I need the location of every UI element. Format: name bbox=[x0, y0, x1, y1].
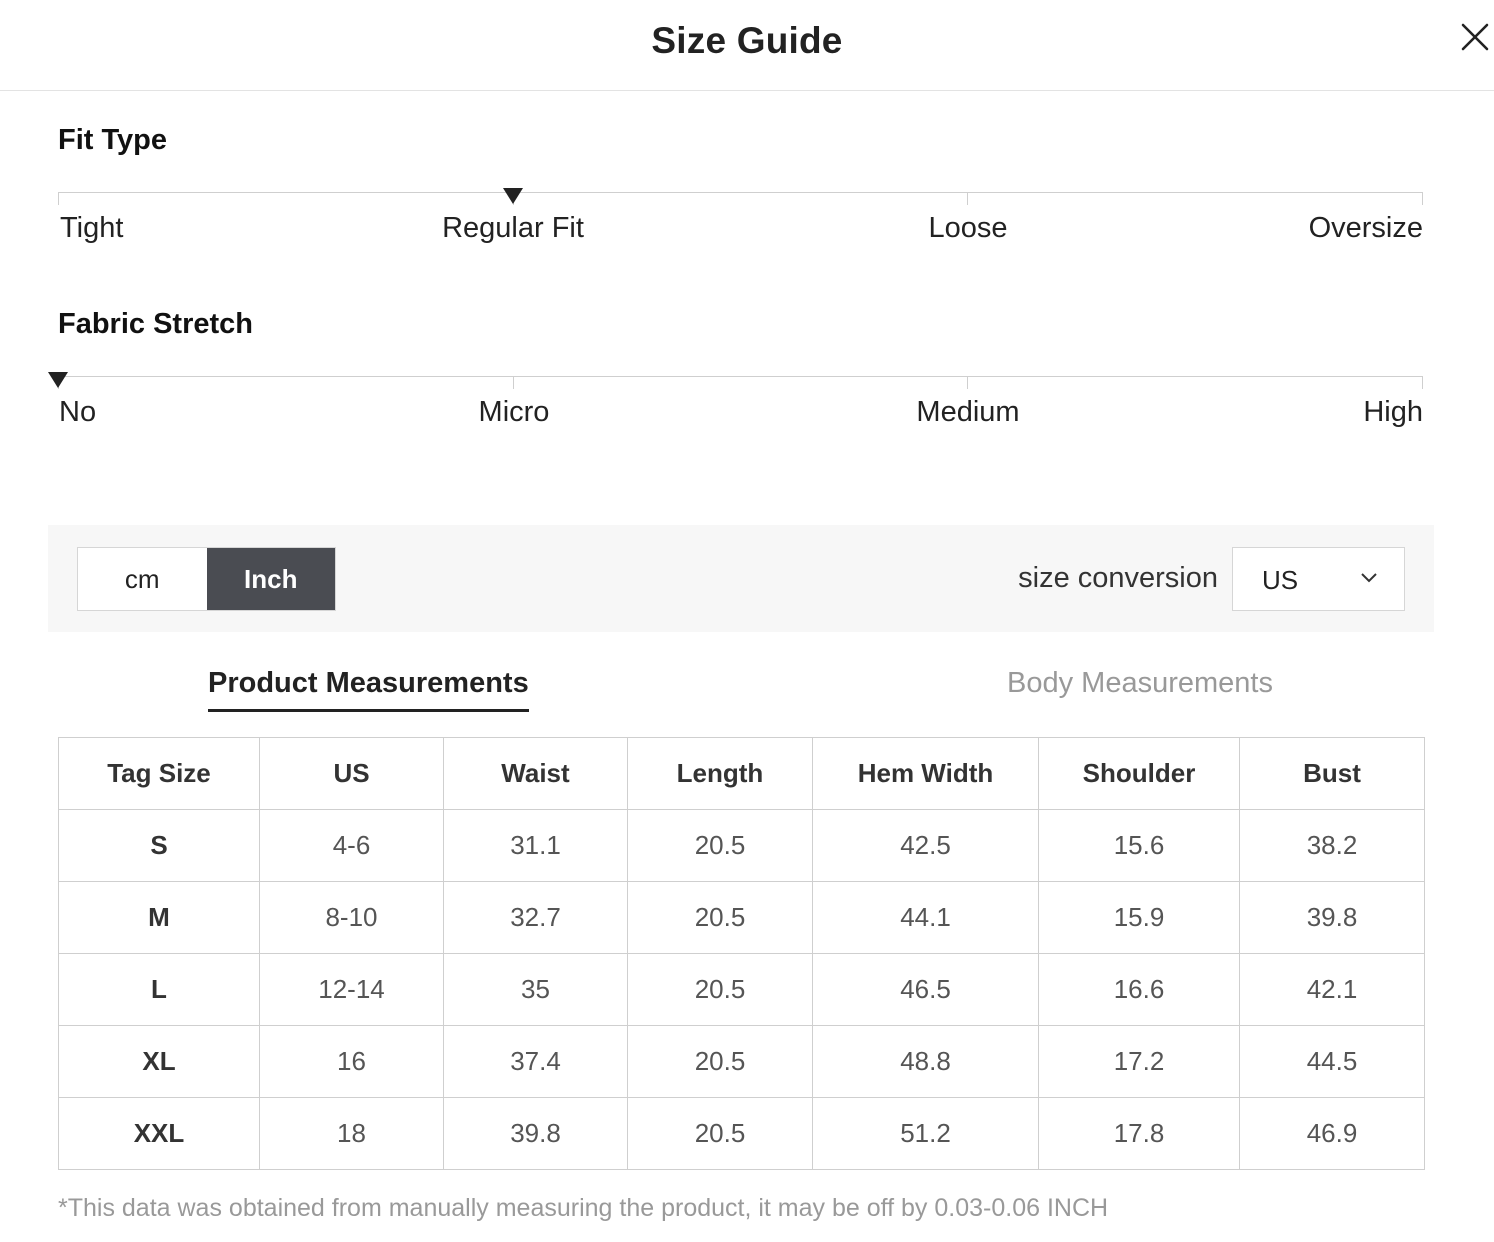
table-cell: 12-14 bbox=[259, 953, 444, 1026]
table-cell: 8-10 bbox=[259, 881, 444, 954]
header-tag-size: Tag Size bbox=[58, 737, 260, 810]
size-conversion-label: size conversion bbox=[1018, 562, 1218, 594]
table-cell: 31.1 bbox=[443, 809, 628, 882]
table-cell: 37.4 bbox=[443, 1025, 628, 1098]
fabric-stretch-marker-triangle-down-icon bbox=[48, 372, 68, 388]
fit-type-label-regular-fit: Regular Fit bbox=[442, 212, 584, 244]
table-cell: 20.5 bbox=[627, 1025, 813, 1098]
close-icon bbox=[1461, 23, 1489, 51]
table-cell: 15.6 bbox=[1038, 809, 1240, 882]
header-shoulder: Shoulder bbox=[1038, 737, 1240, 810]
unit-inch-button[interactable]: Inch bbox=[206, 548, 335, 610]
table-cell: 46.9 bbox=[1239, 1097, 1425, 1170]
chevron-down-icon bbox=[1361, 573, 1377, 583]
header-length: Length bbox=[627, 737, 813, 810]
fit-type-label-tight: Tight bbox=[60, 212, 124, 244]
table-row: M 8-10 32.7 20.5 44.1 15.9 39.8 bbox=[58, 881, 1425, 954]
table-cell: 39.8 bbox=[1239, 881, 1425, 954]
modal-header: Size Guide bbox=[0, 0, 1494, 91]
table-cell: 38.2 bbox=[1239, 809, 1425, 882]
fabric-stretch-scale: No Micro Medium High bbox=[48, 372, 1423, 436]
unit-cm-button[interactable]: cm bbox=[78, 548, 207, 610]
table-cell: 20.5 bbox=[627, 809, 813, 882]
fit-type-label-loose: Loose bbox=[928, 212, 1008, 244]
size-conversion-select[interactable]: US bbox=[1232, 547, 1405, 611]
table-cell: 17.2 bbox=[1038, 1025, 1240, 1098]
close-button[interactable] bbox=[1458, 20, 1492, 54]
table-cell: 16 bbox=[259, 1025, 444, 1098]
table-cell: 44.5 bbox=[1239, 1025, 1425, 1098]
tab-body-measurements[interactable]: Body Measurements bbox=[1007, 667, 1273, 699]
scale-tick bbox=[1422, 376, 1423, 389]
table-row: XL 16 37.4 20.5 48.8 17.2 44.5 bbox=[58, 1025, 1425, 1098]
fabric-stretch-label-micro: Micro bbox=[478, 396, 550, 428]
table-cell: 48.8 bbox=[812, 1025, 1039, 1098]
table-cell: 4-6 bbox=[259, 809, 444, 882]
scale-tick bbox=[513, 376, 514, 389]
table-cell: 46.5 bbox=[812, 953, 1039, 1026]
table-row: XXL 18 39.8 20.5 51.2 17.8 46.9 bbox=[58, 1097, 1425, 1170]
table-row: L 12-14 35 20.5 46.5 16.6 42.1 bbox=[58, 953, 1425, 1026]
table-cell: 51.2 bbox=[812, 1097, 1039, 1170]
measurement-footnote: *This data was obtained from manually me… bbox=[58, 1194, 1109, 1222]
table-cell: XXL bbox=[58, 1097, 260, 1170]
fit-type-title: Fit Type bbox=[58, 124, 168, 156]
header-us: US bbox=[259, 737, 444, 810]
table-cell: 32.7 bbox=[443, 881, 628, 954]
table-cell: 17.8 bbox=[1038, 1097, 1240, 1170]
measurements-table: Tag Size US Waist Length Hem Width Shoul… bbox=[58, 737, 1425, 1170]
table-cell: 20.5 bbox=[627, 953, 813, 1026]
table-header-row: Tag Size US Waist Length Hem Width Shoul… bbox=[58, 737, 1425, 810]
table-cell: 39.8 bbox=[443, 1097, 628, 1170]
table-cell: XL bbox=[58, 1025, 260, 1098]
page-title: Size Guide bbox=[651, 20, 843, 61]
table-cell: L bbox=[58, 953, 260, 1026]
unit-toggle: cm Inch bbox=[77, 547, 336, 611]
header-bust: Bust bbox=[1239, 737, 1425, 810]
table-row: S 4-6 31.1 20.5 42.5 15.6 38.2 bbox=[58, 809, 1425, 882]
table-cell: S bbox=[58, 809, 260, 882]
fabric-stretch-label-no: No bbox=[59, 396, 97, 428]
table-cell: 20.5 bbox=[627, 881, 813, 954]
table-cell: 35 bbox=[443, 953, 628, 1026]
header-waist: Waist bbox=[443, 737, 628, 810]
table-cell: 20.5 bbox=[627, 1097, 813, 1170]
scale-tick bbox=[967, 192, 968, 205]
fabric-stretch-label-high: High bbox=[1363, 396, 1423, 428]
scale-tick bbox=[58, 192, 59, 205]
size-conversion-value: US bbox=[1262, 565, 1299, 595]
table-cell: 16.6 bbox=[1038, 953, 1240, 1026]
scale-tick bbox=[967, 376, 968, 389]
scale-tick bbox=[1422, 192, 1423, 205]
fabric-stretch-label-medium: Medium bbox=[916, 396, 1020, 428]
unit-bar: cm Inch size conversion US bbox=[48, 525, 1434, 632]
table-cell: M bbox=[58, 881, 260, 954]
table-cell: 15.9 bbox=[1038, 881, 1240, 954]
table-cell: 18 bbox=[259, 1097, 444, 1170]
table-cell: 42.5 bbox=[812, 809, 1039, 882]
scale-line bbox=[58, 192, 1423, 193]
fit-type-marker-triangle-down-icon bbox=[503, 188, 523, 204]
scale-line bbox=[58, 376, 1423, 377]
header-hem-width: Hem Width bbox=[812, 737, 1039, 810]
table-cell: 42.1 bbox=[1239, 953, 1425, 1026]
fabric-stretch-title: Fabric Stretch bbox=[58, 308, 253, 340]
table-cell: 44.1 bbox=[812, 881, 1039, 954]
fit-type-scale: Tight Regular Fit Loose Oversize bbox=[58, 188, 1423, 252]
fit-type-label-oversize: Oversize bbox=[1308, 212, 1423, 244]
tab-product-measurements[interactable]: Product Measurements bbox=[208, 667, 529, 712]
